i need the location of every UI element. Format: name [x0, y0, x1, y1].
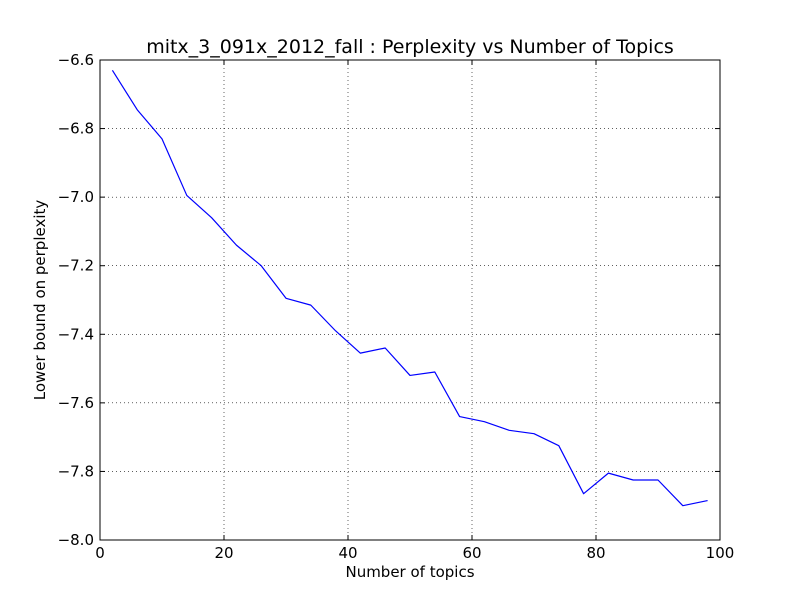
y-tick-label: −7.2 — [58, 257, 94, 275]
y-tick-label: −8.0 — [58, 531, 94, 549]
y-tick-label: −7.8 — [58, 462, 94, 480]
chart-title: mitx_3_091x_2012_fall : Perplexity vs Nu… — [146, 36, 674, 58]
y-tick-label: −6.6 — [58, 51, 94, 69]
plot-area-background — [100, 60, 720, 540]
y-tick-label: −7.6 — [58, 394, 94, 412]
y-axis-label: Lower bound on perplexity — [31, 200, 49, 401]
x-axis-label: Number of topics — [345, 563, 474, 581]
y-tick-label: −6.8 — [58, 120, 94, 138]
y-tick-label: −7.4 — [58, 325, 94, 343]
x-tick-label: 80 — [586, 544, 605, 562]
x-tick-label: 20 — [214, 544, 233, 562]
x-tick-label: 0 — [95, 544, 105, 562]
x-tick-label: 60 — [462, 544, 481, 562]
y-tick-label: −7.0 — [58, 188, 94, 206]
x-tick-label: 40 — [338, 544, 357, 562]
x-tick-label: 100 — [706, 544, 735, 562]
